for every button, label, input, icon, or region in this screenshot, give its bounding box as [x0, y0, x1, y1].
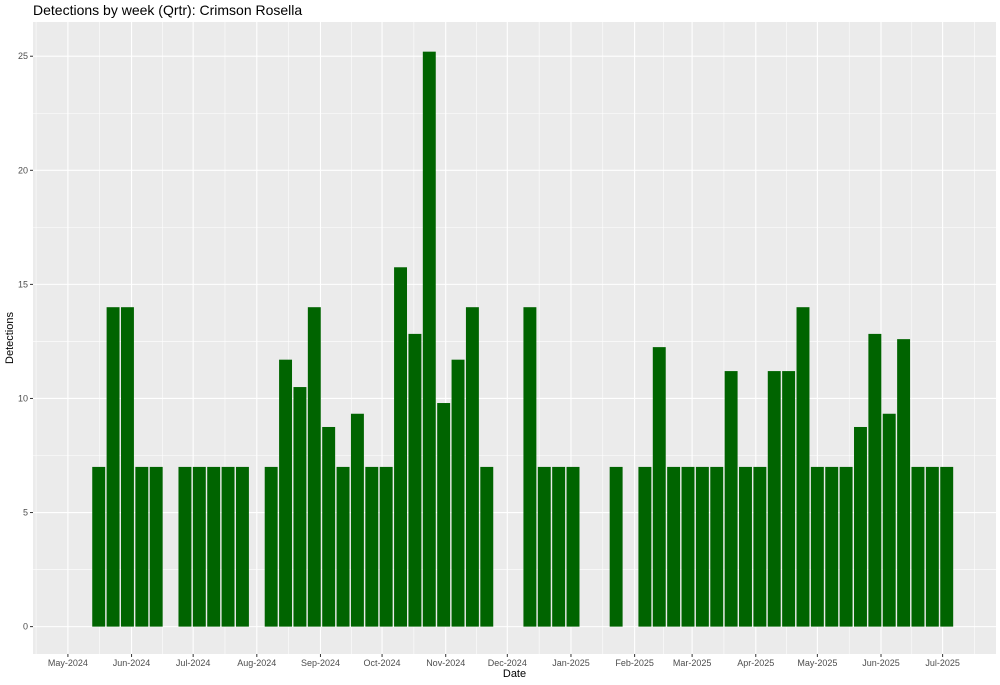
bar — [681, 466, 695, 627]
bar — [207, 466, 221, 627]
bar — [710, 466, 724, 627]
x-tick-label: Jun-2024 — [113, 658, 151, 668]
bar — [264, 466, 278, 627]
x-tick-label: Jun-2025 — [862, 658, 900, 668]
y-tick-label: 20 — [18, 165, 28, 175]
bar — [739, 466, 752, 627]
bar — [796, 307, 810, 627]
bar — [350, 413, 364, 627]
bar — [552, 466, 566, 627]
bar — [480, 466, 494, 627]
bar — [839, 466, 853, 627]
bar — [782, 371, 796, 627]
bar — [940, 466, 954, 627]
major-gridlines — [33, 22, 996, 654]
y-axis-title: Detections — [4, 312, 16, 364]
bar — [394, 267, 408, 627]
x-tick-label: Mar-2025 — [673, 658, 712, 668]
bar — [911, 466, 925, 627]
chart-title: Detections by week (Qrtr): Crimson Rosel… — [33, 2, 303, 18]
bar — [365, 466, 379, 627]
bar — [322, 426, 336, 627]
bar — [609, 466, 623, 627]
bar — [235, 466, 249, 627]
y-tick-label: 10 — [18, 393, 28, 403]
bar — [724, 371, 738, 627]
bar — [882, 413, 896, 627]
bar — [537, 466, 551, 627]
bar — [810, 466, 824, 627]
bar — [135, 466, 149, 627]
bar — [465, 307, 479, 627]
y-tick-label: 5 — [23, 508, 28, 518]
bar — [120, 307, 134, 627]
bar — [106, 307, 120, 627]
x-axis-title: Date — [503, 668, 526, 680]
bar — [667, 466, 681, 627]
bar — [379, 466, 393, 627]
bar — [422, 51, 436, 627]
bar — [437, 403, 451, 627]
bar — [149, 466, 163, 627]
bar — [695, 466, 709, 627]
bar — [92, 466, 106, 627]
bar — [753, 466, 767, 627]
y-axis: 0 5 10 15 20 25 — [18, 51, 33, 632]
bar — [336, 466, 350, 627]
bar — [293, 387, 307, 627]
bar — [566, 466, 580, 627]
x-tick-label: Feb-2025 — [615, 658, 654, 668]
bars — [92, 51, 954, 627]
y-tick-label: 15 — [18, 279, 28, 289]
x-tick-label: Sep-2024 — [301, 658, 340, 668]
x-tick-label: May-2024 — [48, 658, 88, 668]
x-tick-label: Apr-2025 — [737, 658, 774, 668]
bar — [652, 347, 666, 627]
bar — [178, 466, 192, 627]
bar — [307, 307, 321, 627]
x-tick-label: Nov-2024 — [426, 658, 465, 668]
bar — [825, 466, 839, 627]
x-tick-label: Dec-2024 — [488, 658, 527, 668]
bar — [523, 307, 537, 627]
bar — [192, 466, 206, 627]
x-tick-label: Aug-2024 — [237, 658, 276, 668]
bar — [767, 371, 781, 627]
x-tick-label: Jan-2025 — [552, 658, 590, 668]
x-tick-label: Oct-2024 — [364, 658, 401, 668]
bar — [638, 466, 652, 627]
x-axis: May-2024 Jun-2024 Jul-2024 Aug-2024 Sep-2024… — [48, 654, 960, 668]
bar — [854, 426, 867, 627]
bar — [925, 466, 939, 627]
x-tick-label: Jul-2024 — [176, 658, 211, 668]
bar — [897, 339, 911, 627]
bar — [279, 359, 293, 627]
x-tick-label: Jul-2025 — [925, 658, 960, 668]
bar — [408, 333, 422, 627]
bar — [451, 359, 465, 627]
y-tick-label: 25 — [18, 51, 28, 61]
y-tick-label: 0 — [23, 622, 28, 632]
bar — [868, 333, 882, 627]
bar — [221, 466, 235, 627]
x-tick-label: May-2025 — [797, 658, 837, 668]
